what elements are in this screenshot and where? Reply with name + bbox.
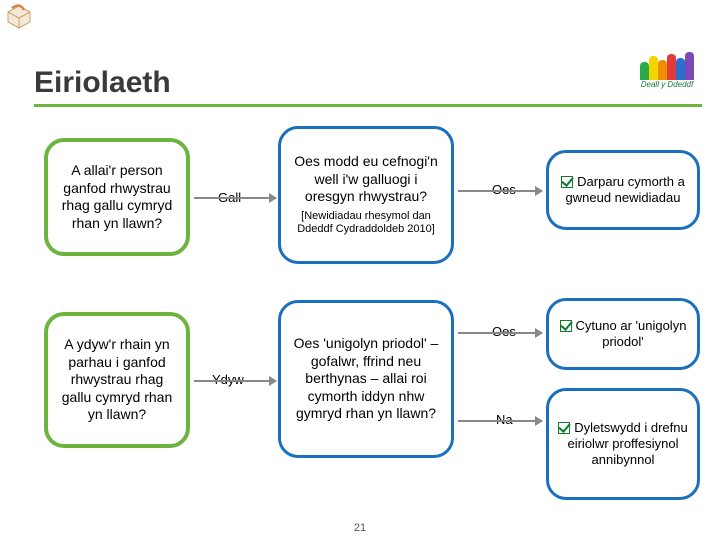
question-text: A allai'r person ganfod rhwystrau rhag g… [56, 162, 178, 232]
question-text: Oes 'unigolyn priodol' – gofalwr, ffrind… [289, 335, 443, 423]
question-subtext: [Newidiadau rhesymol dan Ddeddf Cydraddo… [289, 210, 443, 238]
package-icon [6, 4, 32, 30]
hand-icon [658, 60, 667, 80]
question-box-1: A allai'r person ganfod rhwystrau rhag g… [44, 138, 190, 256]
question-box-2: Oes modd eu cefnogi'n well i'w galluogi … [278, 126, 454, 264]
question-box-3: A ydyw'r rhain yn parhau i ganfod rhwyst… [44, 312, 190, 448]
logo-hands [640, 52, 694, 80]
hand-icon [685, 52, 694, 80]
arrow-icon [458, 190, 542, 192]
check-icon [560, 320, 572, 332]
arrow-icon [458, 332, 542, 334]
outcome-box-2: Cytuno ar 'unigolyn priodol' [546, 298, 700, 370]
question-text: Oes modd eu cefnogi'n well i'w galluogi … [289, 153, 443, 206]
arrow-icon [194, 380, 276, 382]
hand-icon [676, 58, 685, 80]
page-number: 21 [354, 522, 366, 534]
question-box-4: Oes 'unigolyn priodol' – gofalwr, ffrind… [278, 300, 454, 458]
arrow-icon [458, 420, 542, 422]
outcome-text: Cytuno ar 'unigolyn priodol' [576, 318, 687, 349]
arrow-icon [194, 197, 276, 199]
logo: Deall y Ddeddf [632, 52, 702, 100]
question-text: A ydyw'r rhain yn parhau i ganfod rhwyst… [56, 336, 178, 424]
hand-icon [667, 54, 676, 80]
outcome-box-1: Darparu cymorth a gwneud newidiadau [546, 150, 700, 230]
logo-text: Deall y Ddeddf [641, 80, 693, 89]
check-icon [561, 176, 573, 188]
outcome-box-3: Dyletswydd i drefnu eiriolwr proffesiyno… [546, 388, 700, 500]
outcome-text: Dyletswydd i drefnu eiriolwr proffesiyno… [567, 420, 687, 468]
page-title: Eiriolaeth [34, 66, 171, 100]
hand-icon [640, 62, 649, 80]
hand-icon [649, 56, 658, 80]
check-icon [558, 422, 570, 434]
title-underline [34, 104, 702, 107]
outcome-text: Darparu cymorth a gwneud newidiadau [566, 174, 685, 205]
